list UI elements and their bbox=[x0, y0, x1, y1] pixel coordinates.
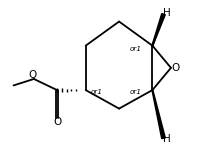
Text: or1: or1 bbox=[91, 89, 103, 95]
Polygon shape bbox=[152, 14, 165, 46]
Text: or1: or1 bbox=[130, 89, 142, 95]
Text: O: O bbox=[171, 63, 180, 73]
Text: O: O bbox=[53, 117, 61, 127]
Text: or1: or1 bbox=[130, 46, 142, 52]
Polygon shape bbox=[152, 90, 165, 139]
Text: O: O bbox=[29, 70, 37, 80]
Text: H: H bbox=[163, 134, 171, 144]
Polygon shape bbox=[152, 14, 163, 46]
Text: H: H bbox=[163, 8, 171, 18]
